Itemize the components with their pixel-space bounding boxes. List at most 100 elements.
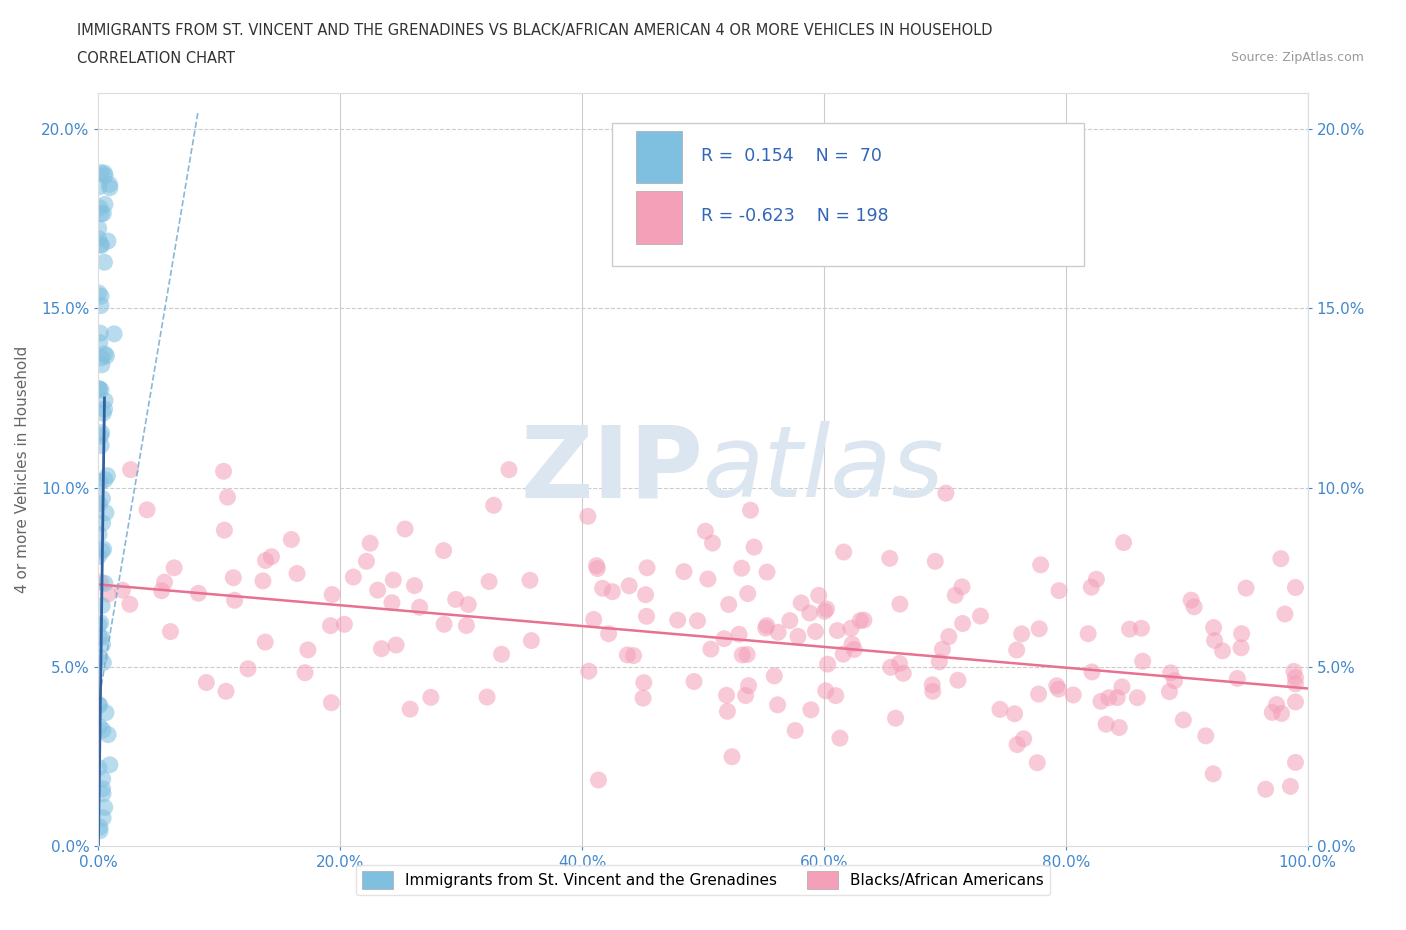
Point <box>827 623 849 638</box>
Point <box>1107 690 1129 705</box>
Point <box>90 382 112 397</box>
Point <box>1081 665 1104 680</box>
Point <box>582 612 605 627</box>
Point <box>1270 706 1292 721</box>
Point <box>367 583 389 598</box>
Point <box>90 575 112 590</box>
Point <box>884 711 907 725</box>
Point <box>1284 580 1306 595</box>
Text: atlas: atlas <box>703 421 945 518</box>
Point <box>1090 694 1112 709</box>
Point <box>1279 779 1302 794</box>
Point <box>93 347 115 362</box>
Point <box>90 351 112 365</box>
Point <box>91 515 114 530</box>
Point <box>787 629 810 644</box>
Point <box>702 536 724 551</box>
Point <box>841 637 863 652</box>
Point <box>717 597 740 612</box>
Point <box>1118 622 1140 637</box>
Point <box>150 583 173 598</box>
Point <box>828 731 851 746</box>
Point <box>254 553 277 568</box>
Point <box>755 620 778 635</box>
FancyBboxPatch shape <box>637 131 682 183</box>
Point <box>408 600 430 615</box>
Point <box>1284 755 1306 770</box>
Point <box>1163 673 1185 688</box>
Point <box>433 617 456 631</box>
Point <box>498 462 520 477</box>
Point <box>444 592 467 607</box>
Point <box>636 609 658 624</box>
Point <box>1026 755 1049 770</box>
Point <box>87 527 110 542</box>
Point <box>1029 557 1052 572</box>
Text: R =  0.154    N =  70: R = 0.154 N = 70 <box>700 147 882 165</box>
Point <box>1254 782 1277 797</box>
Point <box>91 491 114 506</box>
Point <box>721 750 744 764</box>
Point <box>1028 686 1050 701</box>
Point <box>359 536 381 551</box>
Point <box>90 616 112 631</box>
Point <box>950 579 973 594</box>
Point <box>683 674 706 689</box>
Point <box>814 684 837 698</box>
Point <box>1012 731 1035 746</box>
Point <box>97 233 120 248</box>
Point <box>737 586 759 601</box>
Point <box>924 554 946 569</box>
Point <box>89 650 111 665</box>
Point <box>1111 680 1133 695</box>
Point <box>1112 535 1135 550</box>
Point <box>89 381 111 396</box>
Point <box>634 587 657 602</box>
Point <box>578 664 600 679</box>
Point <box>89 326 111 340</box>
Point <box>755 618 778 633</box>
Point <box>946 672 969 687</box>
Point <box>260 550 283 565</box>
Point <box>90 237 112 252</box>
Point <box>419 690 441 705</box>
Point <box>103 326 125 341</box>
Point <box>1261 705 1284 720</box>
Point <box>1062 687 1084 702</box>
Point <box>852 613 875 628</box>
Point <box>969 608 991 623</box>
Point <box>1234 580 1257 595</box>
Point <box>1108 720 1130 735</box>
Point <box>90 438 112 453</box>
Point <box>800 702 823 717</box>
Point <box>889 656 911 671</box>
Point <box>90 289 112 304</box>
Point <box>90 357 112 372</box>
Legend: Immigrants from St. Vincent and the Grenadines, Blacks/African Americans: Immigrants from St. Vincent and the Gren… <box>356 865 1050 896</box>
Point <box>1202 766 1225 781</box>
Point <box>935 485 957 500</box>
Point <box>988 702 1011 717</box>
Point <box>90 299 112 313</box>
Point <box>785 724 807 738</box>
Point <box>849 613 872 628</box>
Point <box>333 617 356 631</box>
Point <box>1195 728 1218 743</box>
Point <box>482 498 505 512</box>
Point <box>93 402 115 417</box>
Point <box>98 180 121 195</box>
Point <box>1204 633 1226 648</box>
Point <box>89 200 111 215</box>
Point <box>1274 606 1296 621</box>
Point <box>93 541 115 556</box>
Point <box>817 657 839 671</box>
Point <box>120 462 142 477</box>
Point <box>195 675 218 690</box>
Point <box>94 472 117 487</box>
Point <box>118 597 141 612</box>
Point <box>1230 626 1253 641</box>
Point <box>356 554 378 569</box>
Point <box>89 819 111 834</box>
Text: CORRELATION CHART: CORRELATION CHART <box>77 51 235 66</box>
Point <box>790 595 813 610</box>
